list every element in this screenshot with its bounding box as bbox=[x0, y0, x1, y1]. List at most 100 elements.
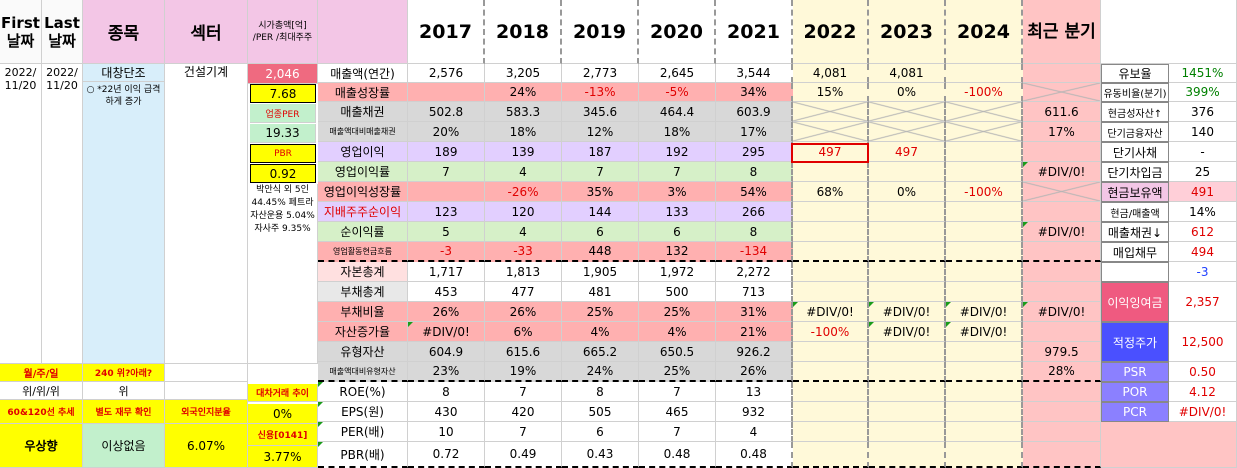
cell-r9-c1: -33 bbox=[485, 242, 562, 262]
cell-r16-c7 bbox=[946, 382, 1023, 402]
cell-r2-c5 bbox=[793, 102, 869, 122]
cell-r14-c0: 604.9 bbox=[408, 342, 485, 362]
right-value-4: - bbox=[1169, 142, 1237, 162]
row-label-9: 영업활동현금흐름 bbox=[318, 242, 408, 262]
year-header-2019: 2019 bbox=[562, 0, 639, 64]
cell-r19-c2: 0.43 bbox=[562, 442, 639, 468]
year-header-2022: 2022 bbox=[793, 0, 869, 64]
stock-name: 대창단조 bbox=[83, 64, 165, 82]
row-label-13: 자산증가율 bbox=[318, 322, 408, 342]
cell-r15-c7 bbox=[946, 362, 1023, 382]
trend-label: 60&120선 추세 bbox=[0, 400, 83, 424]
pbr-value: 0.92 bbox=[250, 164, 316, 183]
cell-r18-c7 bbox=[946, 422, 1023, 442]
trend-value: 우상향 bbox=[0, 424, 83, 468]
cell-r14-c5 bbox=[793, 342, 869, 362]
cell-r8-c1: 4 bbox=[485, 222, 562, 242]
row-label-1: 매출성장률 bbox=[318, 83, 408, 102]
header-item: 종목 bbox=[83, 0, 165, 64]
year-header-2020: 2020 bbox=[639, 0, 716, 64]
right-value-5: 25 bbox=[1169, 162, 1237, 182]
cell-r7-c6 bbox=[869, 202, 946, 222]
cell-r18-c8 bbox=[1023, 422, 1101, 442]
row-label-15: 매출액대비유형자산 bbox=[318, 362, 408, 382]
right-label-1: 유동비율(분기) bbox=[1101, 83, 1169, 102]
cell-r4-c4: 295 bbox=[716, 142, 793, 162]
cell-r8-c3: 6 bbox=[639, 222, 716, 242]
cell-r16-c6 bbox=[869, 382, 946, 402]
per-value: 7.68 bbox=[250, 84, 316, 103]
cell-r3-c8: 17% bbox=[1023, 122, 1101, 142]
right-value-2: 376 bbox=[1169, 102, 1237, 122]
cell-r11-c2: 481 bbox=[562, 282, 639, 302]
cell-r4-c6: 497 bbox=[869, 142, 946, 162]
row-label-19: PBR(배) bbox=[318, 442, 408, 468]
last-date: 2022/ 11/20 bbox=[42, 64, 83, 364]
cell-r11-c4: 713 bbox=[716, 282, 793, 302]
cell-r13-c5: -100% bbox=[793, 322, 869, 342]
year-header-2023: 2023 bbox=[869, 0, 946, 64]
cell-r0-c2: 2,773 bbox=[562, 64, 639, 83]
right-value-13: 0.50 bbox=[1169, 362, 1237, 382]
right-value-6: 491 bbox=[1169, 182, 1237, 202]
cell-r18-c6 bbox=[869, 422, 946, 442]
separate-fin-label: 별도 재무 확인 bbox=[83, 400, 165, 424]
cell-r4-c1: 139 bbox=[485, 142, 562, 162]
cell-r13-c4: 21% bbox=[716, 322, 793, 342]
cell-r16-c4: 13 bbox=[716, 382, 793, 402]
cell-r10-c6 bbox=[869, 262, 946, 282]
cell-r1-c1: 24% bbox=[485, 83, 562, 102]
cell-r12-c3: 25% bbox=[639, 302, 716, 322]
cell-r10-c8 bbox=[1023, 262, 1101, 282]
cell-r18-c5 bbox=[793, 422, 869, 442]
cell-r10-c0: 1,717 bbox=[408, 262, 485, 282]
cell-r5-c4: 8 bbox=[716, 162, 793, 182]
cell-r17-c0: 430 bbox=[408, 402, 485, 422]
cell-r12-c2: 25% bbox=[562, 302, 639, 322]
right-value-10: -3 bbox=[1169, 262, 1237, 282]
right-label-4: 단기사채 bbox=[1101, 142, 1169, 162]
cell-r5-c2: 7 bbox=[562, 162, 639, 182]
major-holders: 박안식 외 5인 44.45% 페트라자산운용 5.04% 자사주 9.35% bbox=[248, 184, 318, 364]
year-header-2024: 2024 bbox=[946, 0, 1023, 64]
credit-value: 3.77% bbox=[248, 446, 318, 468]
market-cap: 2,046 bbox=[248, 64, 318, 84]
cell-r8-c4: 8 bbox=[716, 222, 793, 242]
right-label-11: 이익잉여금 bbox=[1101, 282, 1169, 322]
right-label-8: 매출채권↓ bbox=[1101, 222, 1169, 242]
cell-r4-c8 bbox=[1023, 142, 1101, 162]
cell-r7-c7 bbox=[946, 202, 1023, 222]
cell-r15-c2: 24% bbox=[562, 362, 639, 382]
right-value-9: 494 bbox=[1169, 242, 1237, 262]
cell-r18-c1: 7 bbox=[485, 422, 562, 442]
header-blank bbox=[318, 0, 408, 64]
cell-r6-c2: 35% bbox=[562, 182, 639, 202]
cell-r5-c7 bbox=[946, 162, 1023, 182]
cell-r0-c7 bbox=[946, 64, 1023, 83]
cell-r12-c8: #DIV/0! bbox=[1023, 302, 1101, 322]
cell-r18-c3: 7 bbox=[639, 422, 716, 442]
cell-r19-c5 bbox=[793, 442, 869, 468]
industry-per-value: 19.33 bbox=[250, 124, 316, 143]
cell-r16-c8 bbox=[1023, 382, 1101, 402]
row-label-11: 부채총계 bbox=[318, 282, 408, 302]
cell-r19-c6 bbox=[869, 442, 946, 468]
cell-r17-c1: 420 bbox=[485, 402, 562, 422]
cell-r4-c2: 187 bbox=[562, 142, 639, 162]
right-label-10 bbox=[1101, 262, 1169, 282]
trade-label: 대차거래 추이 bbox=[248, 384, 318, 402]
right-label-2: 현금성자산↑ bbox=[1101, 102, 1169, 122]
cell-r13-c3: 4% bbox=[639, 322, 716, 342]
right-value-14: 4.12 bbox=[1169, 382, 1237, 402]
cell-r6-c0 bbox=[408, 182, 485, 202]
cell-r2-c7 bbox=[946, 102, 1023, 122]
trade-value: 0% bbox=[248, 404, 318, 424]
credit-label: 신용[0141] bbox=[248, 424, 318, 446]
cell-r2-c1: 583.3 bbox=[485, 102, 562, 122]
cell-r9-c4: -134 bbox=[716, 242, 793, 262]
first-date: 2022/ 11/20 bbox=[0, 64, 42, 364]
cell-r18-c4: 4 bbox=[716, 422, 793, 442]
cell-r15-c5 bbox=[793, 362, 869, 382]
row-label-17: EPS(원) bbox=[318, 402, 408, 422]
right-value-3: 140 bbox=[1169, 122, 1237, 142]
